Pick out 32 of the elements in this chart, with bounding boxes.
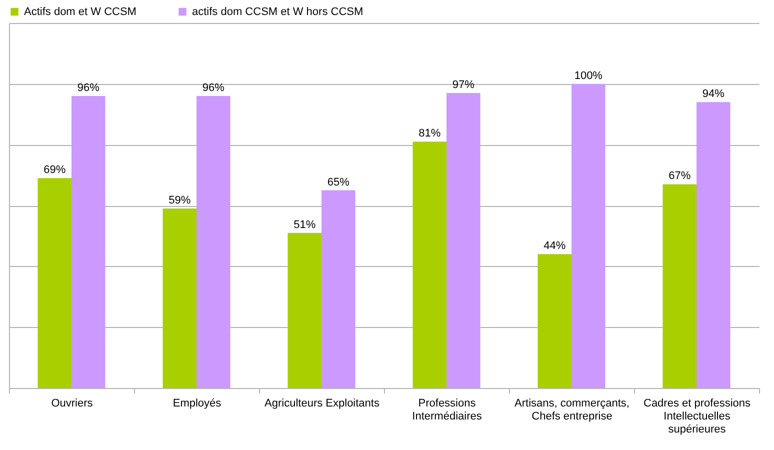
x-tick-label: Cadres et professions Intellectuelles supérieures: [644, 398, 751, 436]
data-label: 94%: [702, 88, 725, 100]
bar: [72, 96, 106, 388]
bar: [162, 208, 196, 388]
legend-label: Actifs dom et W CCSM: [24, 6, 136, 18]
bar: [322, 190, 356, 388]
data-label: 100%: [574, 70, 603, 82]
data-label: 65%: [327, 176, 350, 188]
bar: [446, 92, 480, 388]
bar: [196, 96, 230, 388]
x-tick-label: Ouvriers: [51, 398, 94, 410]
bar: [412, 142, 446, 388]
bar: [38, 178, 72, 388]
data-label: 67%: [668, 170, 691, 182]
bar: [696, 102, 730, 388]
data-label: 81%: [418, 128, 441, 140]
x-tick-label: Employés: [172, 398, 222, 410]
legend-label: actifs dom CCSM et W hors CCSM: [192, 6, 364, 18]
data-label: 51%: [294, 218, 316, 231]
data-label: 97%: [452, 78, 475, 91]
bar: [288, 232, 322, 388]
data-label: 69%: [44, 164, 66, 176]
data-label: 96%: [202, 82, 225, 94]
data-label: 96%: [77, 82, 100, 94]
data-label: 59%: [168, 194, 191, 207]
x-tick-label: Professions Intermédiaires: [412, 398, 482, 422]
x-tick-label: Agriculteurs Exploitants: [264, 398, 380, 410]
x-tick-label: Artisans, commerçants, Chefs entreprise: [514, 398, 630, 422]
data-label: 44%: [544, 240, 566, 252]
bar: [538, 254, 572, 388]
bar: [662, 184, 696, 388]
bar: [572, 84, 606, 388]
